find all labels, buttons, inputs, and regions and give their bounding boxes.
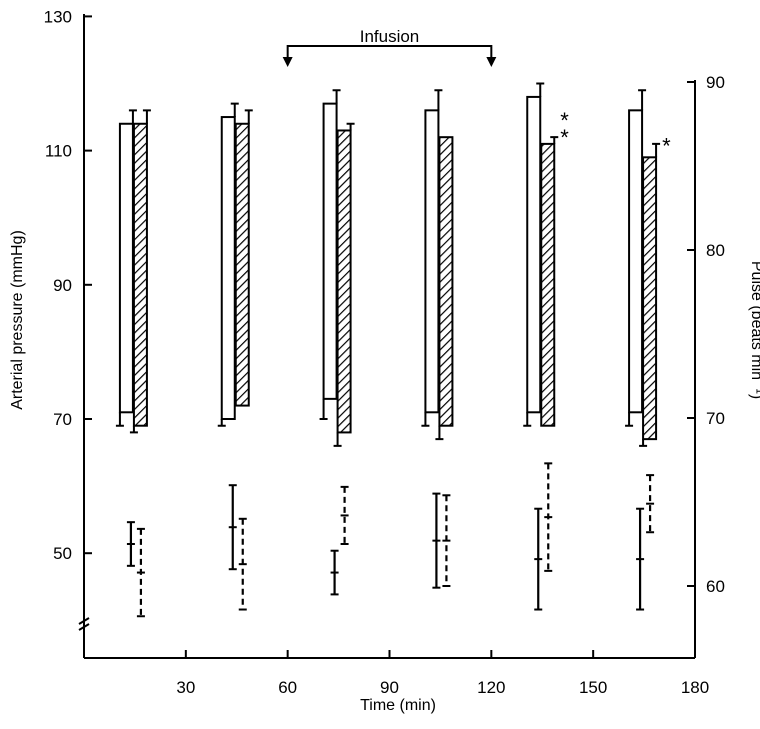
x-axis-label: Time (min) [360, 697, 436, 714]
open-bar [220, 116, 236, 421]
open-bar [118, 122, 134, 414]
hatched-bar [336, 129, 352, 434]
diastolic-error-bar [625, 412, 634, 427]
x-tick-label: 120 [477, 678, 505, 697]
systolic-error-bar [638, 89, 647, 111]
x-tick-label: 180 [681, 678, 709, 697]
diastolic-error-bar [435, 425, 444, 441]
pulse-solid-point [330, 549, 339, 596]
left-y-tick-label: 50 [53, 544, 72, 563]
open-bar [424, 109, 440, 414]
right-y-ticks: 60 70 80 90 [687, 73, 725, 596]
open-bar [526, 95, 542, 414]
infusion-arrow-left [282, 57, 293, 67]
diastolic-error-bar [523, 412, 532, 427]
bar-group: * * [540, 108, 569, 427]
left-y-tick-label: 130 [44, 7, 72, 26]
right-y-tick-label: 60 [706, 577, 725, 596]
diastolic-error-bar [115, 412, 124, 427]
pulse-solid-point [126, 521, 135, 567]
pulse-dashed-point [340, 485, 349, 545]
bar-group [333, 122, 355, 447]
hatched-bar [438, 136, 454, 427]
systolic-error-bar [346, 122, 355, 131]
hatched-bar [234, 122, 250, 407]
systolic-error-bar [550, 136, 559, 144]
pulse-dashed-point [442, 494, 451, 587]
bar-group [115, 109, 137, 427]
significance-marker: * [662, 133, 671, 158]
x-tick-label: 30 [176, 678, 195, 697]
diastolic-error-bar [217, 419, 226, 427]
bar-group [234, 109, 253, 407]
bar-group [129, 109, 151, 434]
left-y-ticks: 50 70 90 110 130 [44, 7, 92, 563]
systolic-error-bar [230, 102, 239, 118]
diastolic-error-bar [333, 432, 342, 447]
right-y-tick-label: 70 [706, 409, 725, 428]
pulse-dashed-point [136, 527, 145, 618]
left-y-axis-label: Arterial pressure (mmHg) [9, 230, 26, 410]
systolic-error-bar [128, 109, 137, 124]
systolic-error-bar [434, 89, 443, 111]
x-ticks: 30 60 90 120 150 180 [176, 650, 709, 697]
pulse-dashed-point [544, 462, 553, 572]
bar-group [435, 136, 454, 441]
systolic-error-bar [536, 82, 545, 97]
diastolic-error-bar [421, 412, 430, 427]
pulse-dashed-point [646, 474, 655, 534]
diastolic-error-bar [319, 398, 328, 420]
hatched-bar [132, 122, 148, 427]
right-y-tick-label: 90 [706, 73, 725, 92]
pulse-solid-point [534, 507, 543, 611]
infusion-annotation: Infusion [282, 27, 497, 67]
left-y-tick-label: 70 [53, 410, 72, 429]
hatched-bar [540, 142, 556, 427]
x-tick-label: 90 [380, 678, 399, 697]
systolic-error-bar [332, 89, 341, 104]
hatched-bar [642, 156, 658, 441]
right-y-tick-label: 80 [706, 241, 725, 260]
diastolic-error-bar [639, 439, 648, 447]
significance-marker: * * [560, 108, 569, 150]
axes [78, 14, 696, 659]
infusion-bracket [286, 45, 493, 60]
pulse-solid-point [432, 492, 441, 589]
blood-pressure-bars: * * * [115, 82, 671, 447]
pulse-solid-point [228, 484, 237, 571]
infusion-label: Infusion [360, 27, 420, 46]
diastolic-error-bar [129, 425, 138, 434]
axis-break-mark [78, 617, 90, 631]
left-y-tick-label: 110 [45, 142, 72, 161]
systolic-error-bar [142, 109, 151, 124]
right-y-axis-label: Pulse (beats min⁻¹) [748, 261, 760, 399]
pulse-solid-point [636, 507, 645, 611]
x-tick-label: 60 [278, 678, 297, 697]
open-bar [628, 109, 644, 414]
systolic-error-bar [652, 142, 661, 158]
x-tick-label: 150 [579, 678, 607, 697]
pulse-dashed-point [238, 517, 247, 611]
open-bar [322, 102, 338, 400]
systolic-error-bar [244, 109, 253, 124]
infusion-arrow-right [486, 57, 497, 67]
left-y-tick-label: 90 [53, 276, 72, 295]
bar-group: * [639, 133, 671, 447]
pulse-points [126, 462, 655, 618]
